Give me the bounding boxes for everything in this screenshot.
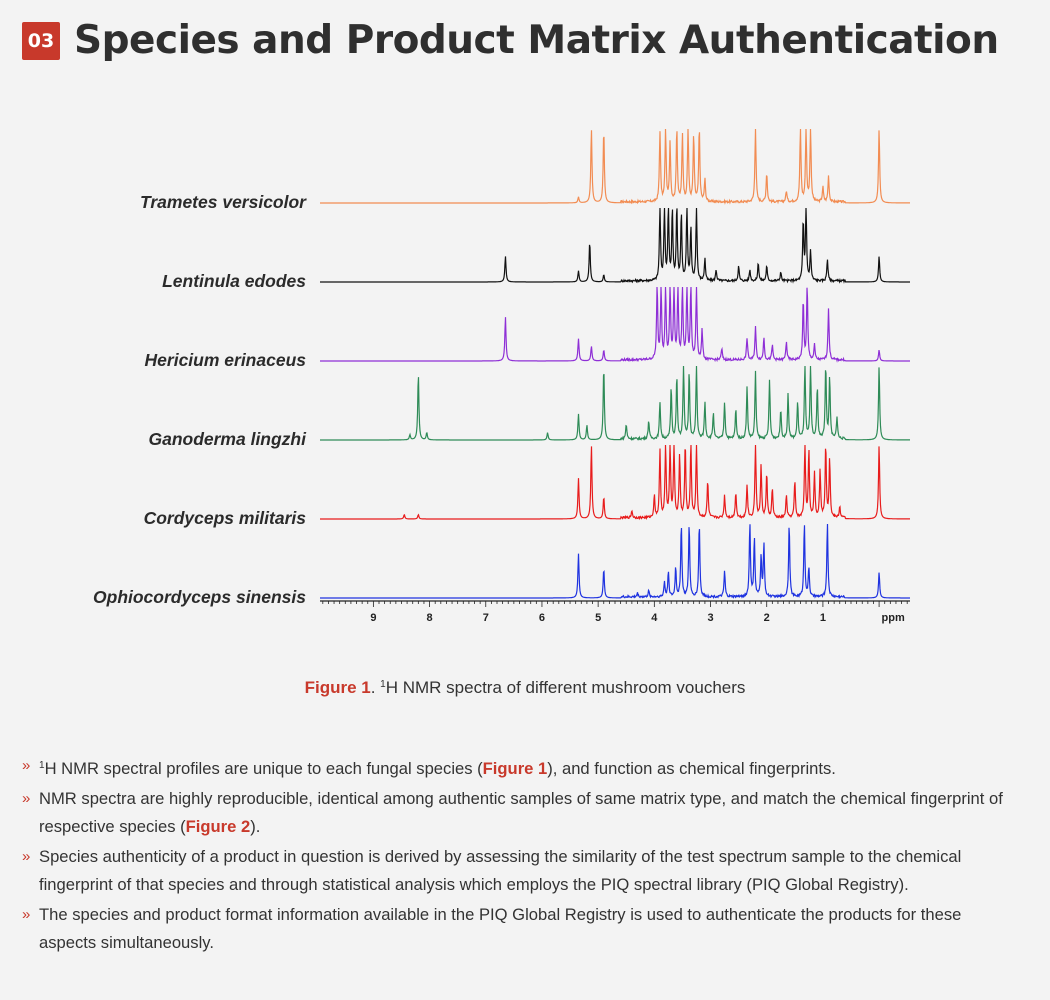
bullet-chevron-icon: »: [22, 789, 31, 807]
bullet-item: » NMR spectra are highly reproducible, id…: [22, 785, 1012, 842]
bullet-text: NMR spectra are highly reproducible, ide…: [39, 788, 1003, 837]
section-header: 03 Species and Product Matrix Authentica…: [22, 18, 999, 63]
bullet-superscript: 1: [39, 760, 45, 771]
figure-link[interactable]: Figure 2: [185, 817, 251, 836]
bullet-item: » The species and product format informat…: [22, 901, 1012, 958]
x-axis-unit-label: ppm: [882, 612, 905, 624]
x-tick-label: 5: [595, 612, 601, 624]
series-label: Ophiocordyceps sinensis: [93, 587, 306, 607]
x-tick-label: 8: [427, 612, 433, 624]
bullet-text-end: ).: [250, 817, 261, 836]
nmr-spectra-chart: Trametes versicolor Lentinula edodes Heric…: [93, 128, 910, 624]
bullet-chevron-icon: »: [22, 757, 31, 774]
bullet-chevron-icon: »: [22, 905, 31, 923]
bullet-text: Species authenticity of a product in que…: [39, 846, 962, 895]
spectrum-line-6: [320, 523, 910, 600]
series-label: Cordyceps militaris: [144, 508, 307, 528]
x-tick-label: 6: [539, 612, 545, 624]
bullet-text: The species and product format informati…: [39, 904, 962, 953]
series-label: Ganoderma lingzhi: [148, 429, 307, 449]
spectrum-line-3: [320, 286, 910, 363]
spectrum-line-5: [320, 444, 910, 521]
spectrum-line-2: [320, 207, 910, 284]
bullet-item: » Species authenticity of a product in qu…: [22, 843, 1012, 900]
x-tick-label: 9: [370, 612, 376, 624]
section-number-badge: 03: [22, 21, 60, 60]
figure-reference: Figure 1: [304, 678, 371, 697]
x-tick-label: 1: [820, 612, 826, 624]
bullet-list: » 1H NMR spectral profiles are unique to …: [22, 752, 1012, 959]
x-tick-label: 2: [764, 612, 770, 624]
bullet-chevron-icon: »: [22, 847, 31, 865]
caption-text: H NMR spectra of different mushroom vouc…: [385, 678, 746, 697]
x-tick-label: 3: [707, 612, 713, 624]
caption-separator: .: [370, 678, 381, 697]
figure-caption: Figure 1. 1H NMR spectra of different mu…: [0, 678, 1050, 698]
bullet-text-end: ), and function as chemical fingerprints…: [547, 759, 836, 778]
bullet-text: H NMR spectral profiles are unique to ea…: [44, 759, 483, 778]
figure-link[interactable]: Figure 1: [482, 759, 548, 778]
page-title: Species and Product Matrix Authenticatio…: [74, 18, 999, 63]
spectrum-line-4: [320, 365, 910, 442]
series-label: Lentinula edodes: [162, 271, 306, 291]
bullet-item: » 1H NMR spectral profiles are unique to …: [22, 752, 1012, 784]
spectrum-line-1: [320, 128, 910, 205]
x-tick-label: 4: [651, 612, 658, 624]
series-label: Hericium erinaceus: [145, 350, 307, 370]
caption-superscript: 1: [380, 679, 386, 690]
series-label: Trametes versicolor: [140, 192, 307, 212]
x-tick-label: 7: [483, 612, 489, 624]
